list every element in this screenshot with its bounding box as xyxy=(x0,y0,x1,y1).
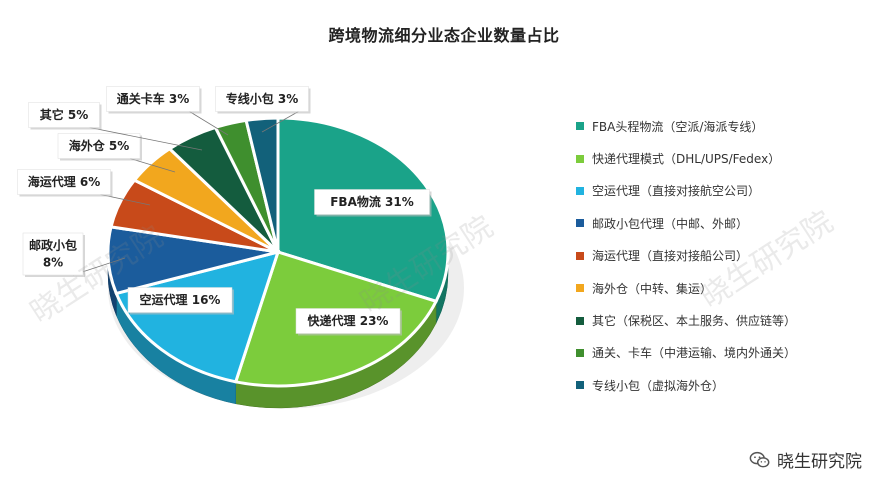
legend-item: FBA头程物流（空派/海派专线） xyxy=(576,110,876,142)
callout-label: 海运代理 6% xyxy=(28,174,101,189)
callout-2: 空运代理 16% xyxy=(127,287,234,315)
callout-0: FBA物流 31% xyxy=(314,189,432,217)
callout-box xyxy=(106,86,200,112)
callout-8: 专线小包 3% xyxy=(215,86,311,133)
callout-box xyxy=(215,86,309,112)
callout-box xyxy=(57,133,141,159)
chart-legend: FBA头程物流（空派/海派专线） 快递代理模式（DHL/UPS/Fedex） 空运代… xyxy=(576,110,876,402)
pie-slice-8 xyxy=(244,116,280,253)
callout-7: 通关卡车 3% xyxy=(106,86,229,136)
legend-item: 空运代理（直接对接航空公司） xyxy=(576,175,876,207)
callout-leader xyxy=(189,111,229,136)
legend-label: 专线小包（虚拟海外仓） xyxy=(592,378,725,393)
callout-box xyxy=(314,189,430,215)
legend-label: 快递代理模式（DHL/UPS/Fedex） xyxy=(592,152,781,167)
callout-3: 邮政小包 8% xyxy=(22,232,126,277)
callout-box xyxy=(295,308,401,334)
chart-title: 跨境物流细分业态企业数量占比 xyxy=(328,26,560,45)
callout-box xyxy=(22,232,84,276)
legend-label: 海运代理（直接对接船公司） xyxy=(592,249,749,264)
callout-label: 其它 5% xyxy=(40,107,89,122)
legend-item: 邮政小包代理（中邮、外邮） xyxy=(576,207,876,239)
callout-label: 通关卡车 3% xyxy=(117,91,190,106)
callout-label: 专线小包 3% xyxy=(226,91,299,106)
callout-label: 邮政小包 xyxy=(29,238,77,253)
legend-label: 通关、卡车（中港运输、境内外通关） xyxy=(592,346,797,361)
legend-label: 海外仓（中转、集运） xyxy=(592,281,713,296)
wechat-icon xyxy=(749,451,770,467)
legend-item: 海运代理（直接对接船公司） xyxy=(576,240,876,272)
legend-swatch xyxy=(576,316,584,325)
callout-label: 快递代理 23% xyxy=(308,313,389,328)
callout-1: 快递代理 23% xyxy=(295,308,402,336)
legend-item: 其它（保税区、本土服务、供应链等） xyxy=(576,304,876,336)
callout-6: 其它 5% xyxy=(28,102,203,151)
legend-item: 通关、卡车（中港运输、境内外通关） xyxy=(576,337,876,369)
footer-text: 晓生研究院 xyxy=(777,452,862,472)
callout-label: FBA物流 31% xyxy=(330,194,414,209)
legend-swatch xyxy=(576,284,584,293)
legend-swatch xyxy=(576,154,584,163)
callout-4: 海运代理 6% xyxy=(17,169,151,206)
callout-label: 海外仓 5% xyxy=(69,138,130,153)
legend-item: 海外仓（中转、集运） xyxy=(576,272,876,304)
callout-box xyxy=(17,169,111,195)
legend-label: 空运代理（直接对接航空公司） xyxy=(592,184,761,199)
legend-label: FBA头程物流（空派/海派专线） xyxy=(592,119,764,134)
callout-label: 8% xyxy=(43,256,63,270)
footer-brand: 晓生研究院 xyxy=(749,447,862,472)
callout-label: 空运代理 16% xyxy=(140,292,221,307)
legend-label: 邮政小包代理（中邮、外邮） xyxy=(592,216,749,231)
legend-swatch xyxy=(576,381,584,390)
callout-box xyxy=(28,102,100,128)
legend-swatch xyxy=(576,348,584,357)
legend-swatch xyxy=(576,122,584,131)
legend-item: 专线小包（虚拟海外仓） xyxy=(576,369,876,401)
callout-leader xyxy=(89,127,203,151)
callout-leader xyxy=(129,158,176,173)
legend-item: 快递代理模式（DHL/UPS/Fedex） xyxy=(576,142,876,174)
legend-swatch xyxy=(576,186,584,195)
legend-swatch xyxy=(576,251,584,260)
callout-leader xyxy=(261,111,299,133)
callout-5: 海外仓 5% xyxy=(57,133,176,173)
legend-swatch xyxy=(576,219,584,228)
callout-box xyxy=(127,287,233,313)
legend-label: 其它（保税区、本土服务、供应链等） xyxy=(592,314,797,329)
